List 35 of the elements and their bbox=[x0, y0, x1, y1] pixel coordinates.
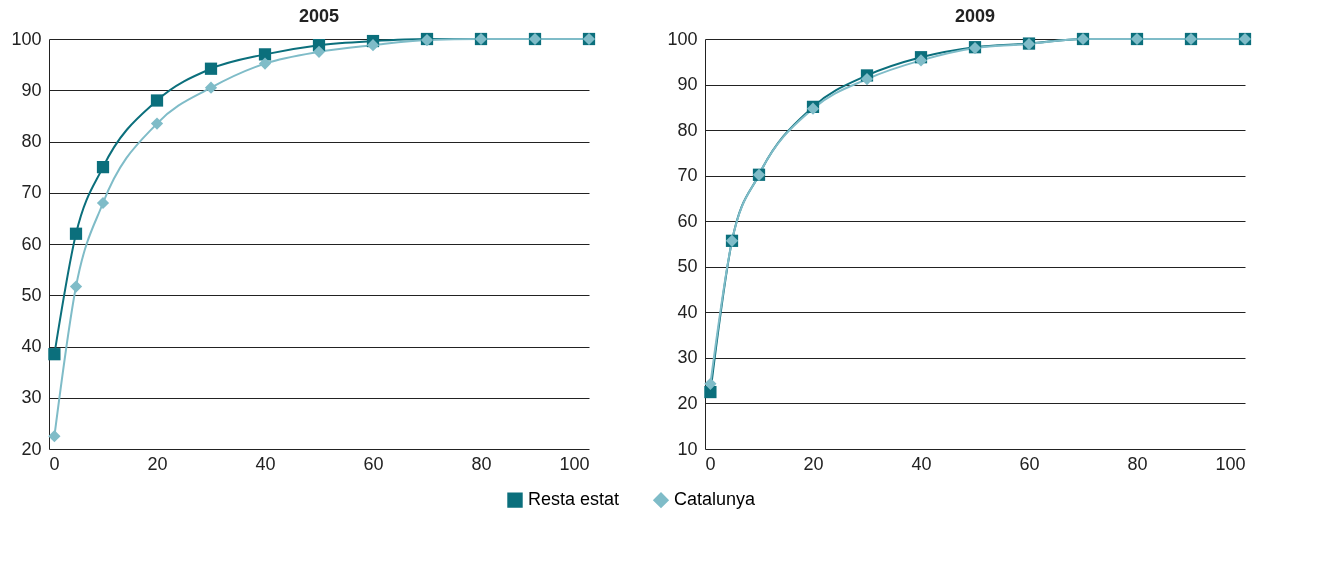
y-tick-label: 30 bbox=[677, 347, 698, 368]
x-tick-label: 80 bbox=[471, 453, 492, 474]
x-tick-label: 40 bbox=[911, 453, 932, 474]
y-tick-label: 10 bbox=[677, 438, 698, 459]
y-tick-label: 100 bbox=[667, 28, 698, 49]
y-tick-label: 40 bbox=[21, 336, 42, 356]
x-tick-label: 100 bbox=[1215, 453, 1246, 474]
y-tick-label: 100 bbox=[11, 28, 42, 49]
y-tick-label: 60 bbox=[677, 210, 698, 231]
y-tick-label: 90 bbox=[21, 79, 42, 100]
x-tick-label: 20 bbox=[803, 453, 824, 474]
y-tick-label: 80 bbox=[677, 119, 698, 140]
legend-label: Resta estat bbox=[528, 489, 620, 510]
chart-title: 2005 bbox=[298, 6, 340, 26]
legend-label: Catalunya bbox=[674, 489, 757, 510]
x-tick-label: 0 bbox=[49, 453, 60, 474]
x-tick-label: 100 bbox=[559, 453, 590, 474]
x-tick-label: 60 bbox=[363, 453, 384, 474]
y-tick-label: 80 bbox=[21, 131, 42, 151]
y-tick-label: 70 bbox=[677, 165, 698, 186]
y-tick-label: 90 bbox=[677, 74, 698, 95]
y-tick-label: 20 bbox=[677, 392, 698, 413]
x-tick-label: 20 bbox=[147, 453, 168, 474]
y-tick-label: 20 bbox=[21, 438, 42, 459]
y-tick-label: 60 bbox=[21, 233, 42, 254]
y-tick-label: 70 bbox=[21, 182, 42, 203]
x-tick-label: 80 bbox=[1127, 453, 1148, 474]
x-tick-label: 60 bbox=[1019, 453, 1040, 474]
x-tick-label: 0 bbox=[705, 453, 716, 474]
x-tick-label: 40 bbox=[255, 453, 276, 474]
y-tick-label: 50 bbox=[677, 256, 698, 277]
y-tick-label: 30 bbox=[21, 387, 42, 408]
y-tick-label: 50 bbox=[21, 284, 42, 305]
y-tick-label: 40 bbox=[677, 301, 698, 322]
chart-title: 2009 bbox=[954, 6, 996, 26]
